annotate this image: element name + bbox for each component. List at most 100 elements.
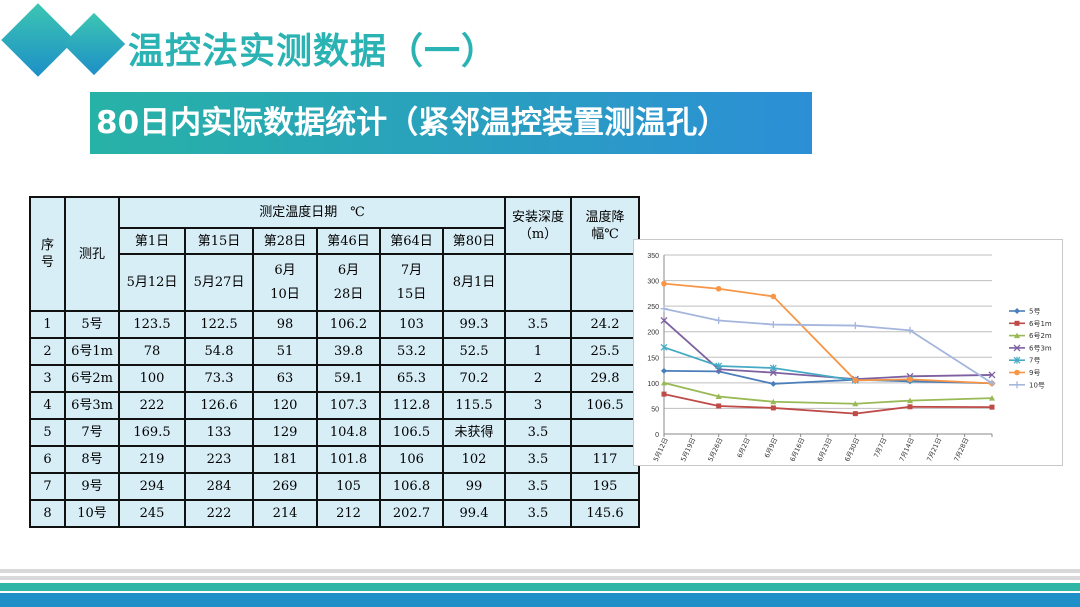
cell-seq: 2	[29, 337, 66, 366]
data-point	[660, 317, 668, 324]
legend-label: 6号1m	[1029, 320, 1052, 328]
x-tick-label: 7月28日	[952, 436, 970, 462]
data-point	[1014, 320, 1020, 326]
header-date-2: 5月27日	[184, 253, 254, 312]
y-tick-label: 0	[655, 432, 659, 439]
cell-value: 99.3	[442, 310, 506, 339]
cell-value: 214	[252, 499, 318, 528]
y-tick-label: 350	[647, 253, 659, 260]
x-tick-label: 7月21日	[925, 436, 943, 462]
data-point	[716, 403, 722, 409]
line-chart: 0 50 100 150 200 250 300 350 5月12日 5月19日 5月26日 6月2日…	[633, 239, 1063, 466]
data-point	[852, 377, 859, 384]
data-point	[852, 411, 858, 417]
table-row: 8 10号 245 222 214 212 202.7 99.4 3.5 145.6	[29, 499, 640, 528]
cell-value: 202.7	[379, 499, 444, 528]
data-point	[661, 280, 667, 287]
cell-value: 78	[118, 337, 186, 366]
x-tick-label: 6月16日	[788, 436, 806, 462]
data-point	[1014, 308, 1020, 314]
cell-value: 73.3	[184, 364, 254, 393]
header-date-group: 测定温度日期 ℃	[118, 196, 506, 229]
data-point	[770, 405, 776, 411]
cell-value: 105	[316, 472, 381, 501]
series-line	[663, 319, 993, 381]
cell-depth: 3.5	[504, 418, 572, 447]
header-drop: 温度降幅℃	[570, 196, 640, 255]
cell-value: 未获得	[442, 418, 506, 447]
cell-value: 115.5	[442, 391, 506, 420]
x-tick-label: 7月14日	[898, 436, 916, 462]
cell-hole: 5号	[64, 310, 120, 339]
cell-value: 65.3	[379, 364, 444, 393]
cell-depth: 1	[504, 337, 572, 366]
table-row: 5 7号 169.5 133 129 104.8 106.5 未获得 3.5	[29, 418, 640, 447]
table-row: 2 6号1m 78 54.8 51 39.8 53.2 52.5 1 25.5	[29, 337, 640, 366]
section-banner: 80日内实际数据统计（紧邻温控装置测温孔）	[90, 92, 812, 154]
table-row: 1 5号 123.5 122.5 98 106.2 103 99.3 3.5 24.2	[29, 310, 640, 339]
cell-depth: 2	[504, 364, 572, 393]
cell-value: 70.2	[442, 364, 506, 393]
x-tick-label: 6月9日	[763, 436, 779, 459]
x-tick-label: 5月19日	[679, 436, 697, 462]
cell-hole: 8号	[64, 445, 120, 474]
cell-value: 120	[252, 391, 318, 420]
cell-value: 101.8	[316, 445, 381, 474]
cell-value: 51	[252, 337, 318, 366]
cell-value: 52.5	[442, 337, 506, 366]
y-tick-label: 100	[647, 381, 659, 388]
series-line	[663, 381, 993, 405]
cell-depth: 3.5	[504, 472, 572, 501]
x-tick-label: 6月23日	[816, 436, 834, 462]
header-day-3: 第28日	[252, 227, 318, 255]
cell-value: 245	[118, 499, 186, 528]
data-point	[989, 395, 995, 401]
x-tick-label: 6月2日	[736, 436, 752, 459]
header-day-2: 第15日	[184, 227, 254, 255]
cell-depth: 3.5	[504, 445, 572, 474]
data-point	[988, 371, 996, 379]
cell-value: 222	[184, 499, 254, 528]
data-point	[1014, 332, 1020, 339]
cell-drop: 145.6	[570, 499, 640, 528]
data-point	[907, 376, 913, 383]
data-point	[989, 404, 995, 410]
cell-seq: 3	[29, 364, 66, 393]
x-tick-label: 5月26日	[706, 436, 724, 462]
legend-label: 6号2m	[1029, 332, 1052, 340]
header-day-1: 第1日	[118, 227, 186, 255]
data-point	[770, 293, 777, 300]
cell-depth: 3.5	[504, 499, 572, 528]
cell-drop: 24.2	[570, 310, 640, 339]
cell-drop	[570, 418, 640, 447]
cell-value: 269	[252, 472, 318, 501]
table-row: 6 8号 219 223 181 101.8 106 102 3.5 117	[29, 445, 640, 474]
cell-value: 122.5	[184, 310, 254, 339]
chart-canvas: 0 50 100 150 200 250 300 350 5月12日 5月19日 5月26日 6月2日…	[647, 253, 1052, 463]
header-date-5: 7月15日	[379, 253, 444, 312]
legend-label: 7号	[1029, 357, 1040, 365]
header-day-4: 第46日	[316, 227, 381, 255]
cell-drop: 25.5	[570, 337, 640, 366]
cell-seq: 7	[29, 472, 66, 501]
data-point	[1013, 344, 1021, 352]
data-point	[770, 380, 777, 387]
cell-value: 106.5	[379, 418, 444, 447]
cell-drop: 29.8	[570, 364, 640, 393]
legend-label: 9号	[1029, 369, 1040, 377]
cell-value: 133	[184, 418, 254, 447]
cell-value: 223	[184, 445, 254, 474]
cell-value: 53.2	[379, 337, 444, 366]
series-line	[663, 393, 993, 415]
cell-value: 212	[316, 499, 381, 528]
cell-hole: 9号	[64, 472, 120, 501]
data-point	[1014, 369, 1020, 376]
x-tick-label: 6月30日	[843, 436, 861, 462]
cell-value: 123.5	[118, 310, 186, 339]
header-day-6: 第80日	[442, 227, 506, 255]
header-drop-blank	[570, 253, 640, 312]
y-tick-label: 200	[647, 330, 659, 337]
cell-value: 63	[252, 364, 318, 393]
cell-value: 129	[252, 418, 318, 447]
cell-value: 181	[252, 445, 318, 474]
